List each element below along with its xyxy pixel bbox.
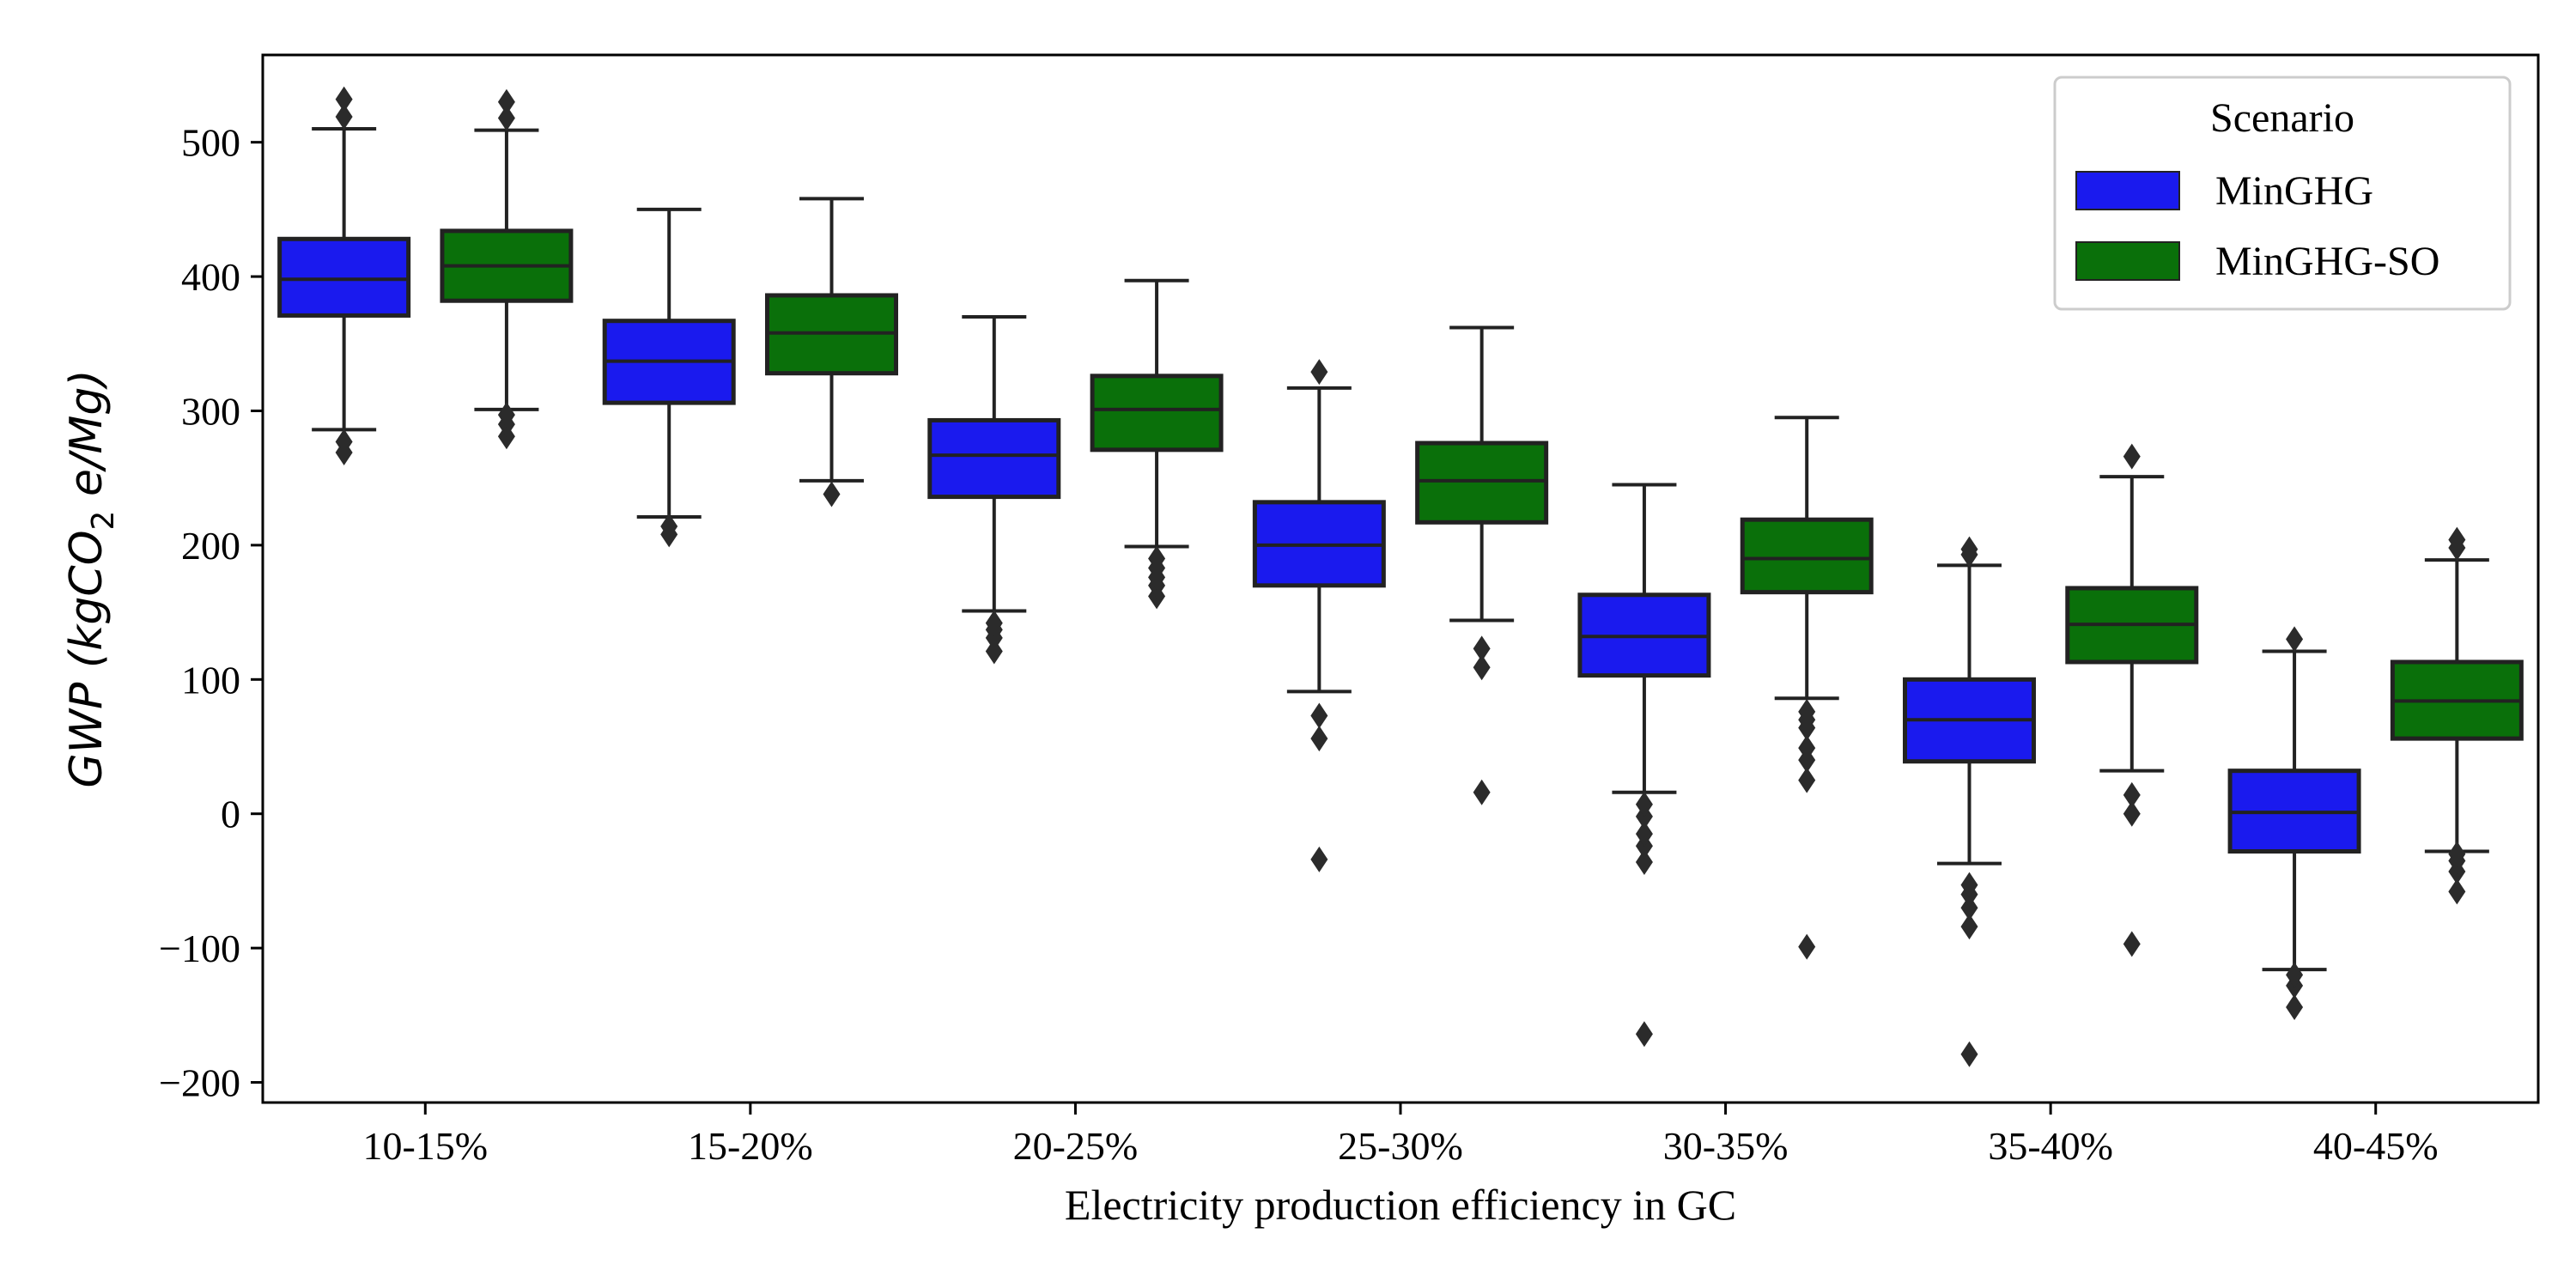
x-tick-label: 10-15% xyxy=(362,1124,488,1168)
outlier-point xyxy=(1798,735,1816,762)
outlier-point xyxy=(1310,846,1328,872)
y-axis-label: GWP (kgCO2 e/Mg) xyxy=(61,369,121,787)
outlier-point xyxy=(1473,654,1491,681)
outlier-point xyxy=(1473,635,1491,662)
outlier-point xyxy=(660,513,678,539)
box-minghg-40-45% xyxy=(2227,626,2361,1020)
outlier-point xyxy=(1148,545,1166,572)
box-minghg-so-40-45% xyxy=(2390,526,2524,905)
box-iqr xyxy=(1415,440,1549,525)
outlier-point xyxy=(2448,878,2466,905)
box-minghg-so-10-15% xyxy=(440,88,574,450)
outlier-point xyxy=(1310,726,1328,752)
y-axis: 500 400 300 200 100 0 −100 −200 xyxy=(159,121,263,1105)
outlier-point xyxy=(985,638,1003,665)
outlier-point xyxy=(1960,872,1978,898)
box-minghg-25-30% xyxy=(1252,359,1386,872)
x-tick-label: 15-20% xyxy=(688,1124,813,1168)
x-tick-label: 30-35% xyxy=(1663,1124,1789,1168)
outlier-point xyxy=(1635,791,1653,817)
box-minghg-so-35-40% xyxy=(2065,443,2199,957)
outlier-point xyxy=(2448,526,2466,553)
outlier-point xyxy=(1960,895,1978,921)
y-tick-label: −200 xyxy=(159,1061,240,1105)
y-tick-label: 300 xyxy=(181,389,240,433)
box-minghg-35-40% xyxy=(1903,536,2036,1067)
outlier-point xyxy=(335,86,353,112)
outlier-point xyxy=(1310,702,1328,729)
y-tick-label: 200 xyxy=(181,524,240,568)
outlier-point xyxy=(1310,359,1328,386)
outlier-point xyxy=(1798,933,1816,960)
legend: Scenario MinGHG MinGHG-SO xyxy=(2053,76,2512,311)
box-iqr xyxy=(1740,517,1874,595)
box-minghg-30-35% xyxy=(1577,483,1711,1048)
outlier-point xyxy=(1798,767,1816,793)
x-tick-label: 40-45% xyxy=(2313,1124,2439,1168)
boxes-layer xyxy=(277,86,2524,1067)
outlier-point xyxy=(335,103,353,130)
box-minghg-so-25-30% xyxy=(1415,325,1549,805)
outlier-point xyxy=(1473,779,1491,805)
x-tick-label: 35-40% xyxy=(1988,1124,2113,1168)
outlier-point xyxy=(2123,800,2141,827)
outlier-point xyxy=(2286,626,2304,653)
outlier-point xyxy=(1635,821,1653,848)
outlier-point xyxy=(497,88,515,115)
legend-label-minghg: MinGHG xyxy=(2215,168,2373,214)
y-axis-label-tail: e/Mg) xyxy=(61,369,112,510)
outlier-point xyxy=(335,428,353,455)
legend-title: Scenario xyxy=(2210,95,2354,141)
outlier-point xyxy=(823,481,841,507)
y-tick-label: 500 xyxy=(181,121,240,165)
outlier-point xyxy=(2286,993,2304,1020)
outlier-point xyxy=(1960,1041,1978,1067)
outlier-point xyxy=(1635,849,1653,876)
box-minghg-10-15% xyxy=(277,86,411,465)
y-axis-label-main: GWP (kgCO xyxy=(61,530,112,787)
y-tick-label: 100 xyxy=(181,658,240,702)
y-tick-label: −100 xyxy=(159,927,240,970)
outlier-point xyxy=(497,402,515,428)
legend-swatch-minghg-so xyxy=(2075,241,2180,281)
outlier-point xyxy=(2123,931,2141,957)
legend-label-minghg-so: MinGHG-SO xyxy=(2215,239,2439,284)
box-minghg-20-25% xyxy=(927,315,1061,665)
x-axis: 10-15% 15-20% 20-25% 25-30% 30-35% 35-40% 40-4… xyxy=(362,1103,2439,1168)
box-iqr xyxy=(1090,374,1224,453)
outlier-point xyxy=(2286,962,2304,988)
box-iqr xyxy=(927,417,1061,500)
outlier-point xyxy=(2448,841,2466,867)
outlier-point xyxy=(1960,536,1978,562)
box-iqr xyxy=(277,236,411,318)
box-minghg-15-20% xyxy=(602,207,736,548)
outlier-point xyxy=(985,610,1003,636)
y-tick-label: 0 xyxy=(221,793,240,836)
legend-swatch-minghg xyxy=(2075,171,2180,210)
box-minghg-so-30-35% xyxy=(1740,416,1874,960)
x-tick-label: 20-25% xyxy=(1013,1124,1139,1168)
box-minghg-so-20-25% xyxy=(1090,278,1224,610)
x-axis-label: Electricity production efficiency in GC xyxy=(1065,1181,1736,1229)
outlier-point xyxy=(2123,443,2141,470)
y-tick-label: 400 xyxy=(181,255,240,299)
box-minghg-so-15-20% xyxy=(765,197,898,507)
outlier-point xyxy=(1960,914,1978,940)
outlier-point xyxy=(1635,1021,1653,1048)
x-tick-label: 25-30% xyxy=(1338,1124,1463,1168)
y-axis-label-subscript: 2 xyxy=(86,511,121,531)
outlier-point xyxy=(2123,781,2141,808)
outlier-point xyxy=(1798,698,1816,725)
outlier-point xyxy=(497,105,515,131)
